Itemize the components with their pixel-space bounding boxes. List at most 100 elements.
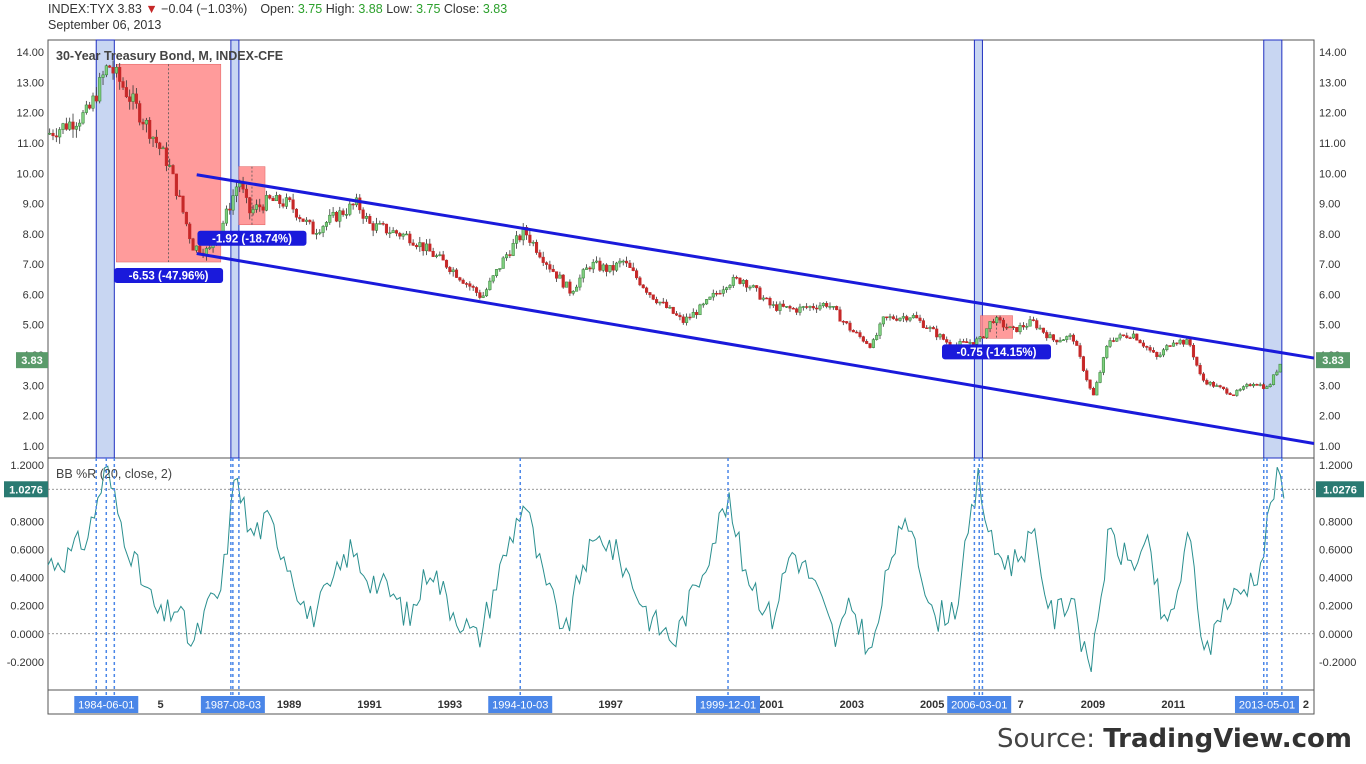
candle-body xyxy=(188,223,192,240)
candle-body xyxy=(281,203,285,207)
candle-body xyxy=(1251,383,1256,387)
candle-body xyxy=(468,283,472,287)
candle-body xyxy=(758,287,762,300)
indicator-tag-left-text: 1.0276 xyxy=(9,484,43,496)
candle-body xyxy=(628,262,632,268)
candle-body xyxy=(585,267,589,270)
candle-body xyxy=(788,306,792,309)
price-tick-left: 11.00 xyxy=(17,138,44,150)
candle-body xyxy=(64,123,68,130)
candle-body xyxy=(915,315,919,319)
candle-body xyxy=(1055,339,1059,343)
indicator-tick-right: 0.4000 xyxy=(1319,573,1353,585)
time-axis-label-fragment: 7 xyxy=(1018,699,1024,711)
candle-body xyxy=(78,122,82,127)
measure-label-2: -0.75 (-14.15%) xyxy=(957,347,1037,359)
candle-body xyxy=(438,254,442,256)
candle-body xyxy=(715,292,719,295)
candle-body xyxy=(401,233,405,237)
indicator-line xyxy=(47,465,1285,673)
time-axis-label: 1993 xyxy=(438,699,462,711)
date-marker-label-0: 1984-06-01 xyxy=(78,700,134,712)
candle-body xyxy=(645,287,649,293)
down-arrow-icon: ▼ xyxy=(145,2,158,16)
candle-body xyxy=(54,135,58,138)
candle-body xyxy=(695,312,699,316)
candle-body xyxy=(938,334,942,338)
candle-body xyxy=(1035,320,1039,329)
candle-body xyxy=(528,234,532,243)
plot-frame xyxy=(47,39,1315,715)
candle-body xyxy=(141,121,145,125)
time-axis-label: 2009 xyxy=(1081,699,1105,711)
candle-body xyxy=(534,241,539,253)
indicator-tick-right: 0.8000 xyxy=(1319,516,1353,528)
candle-body xyxy=(1145,345,1149,348)
price-pane-title: 30-Year Treasury Bond, M, INDEX-CFE xyxy=(56,49,283,63)
candle-body xyxy=(681,316,685,323)
candle-body xyxy=(1135,333,1139,341)
candle-body xyxy=(861,336,865,342)
price-tick-right: 10.00 xyxy=(1319,168,1347,180)
candle-body xyxy=(601,264,605,271)
candle-body xyxy=(94,95,98,102)
candle-body xyxy=(248,197,252,214)
candle-body xyxy=(461,279,465,284)
candle-body xyxy=(434,255,439,257)
highlight-band-2 xyxy=(973,39,983,459)
candle-body xyxy=(871,339,875,348)
candle-body xyxy=(1151,350,1156,353)
candle-body xyxy=(878,323,882,336)
source-brand: TradingView.com xyxy=(1103,724,1352,754)
candle-body xyxy=(735,277,739,279)
candle-body xyxy=(781,303,785,307)
candle-body xyxy=(508,254,512,256)
candle-body xyxy=(1138,339,1142,344)
price-tick-left: 12.00 xyxy=(16,108,44,120)
candle-body xyxy=(1275,371,1279,376)
candle-body xyxy=(785,306,789,308)
candle-body xyxy=(1008,326,1012,329)
time-axis-label-fragment: 2 xyxy=(1303,699,1309,711)
candle-body xyxy=(1168,345,1172,347)
price-tick-right: 6.00 xyxy=(1319,289,1340,301)
candle-body xyxy=(458,277,462,281)
candle-body xyxy=(471,286,475,288)
candle-body xyxy=(1131,333,1136,339)
indicator-tick-left: 0.0000 xyxy=(10,629,44,641)
candle-body xyxy=(921,320,925,328)
candle-body xyxy=(258,204,262,208)
candle-body xyxy=(81,112,85,124)
candle-body xyxy=(1265,386,1269,389)
candle-body xyxy=(1201,373,1206,381)
candle-body xyxy=(985,328,989,338)
candle-body xyxy=(701,303,705,306)
candle-body xyxy=(911,315,915,319)
candle-body xyxy=(1098,372,1102,383)
candle-body xyxy=(1218,385,1222,388)
candle-body xyxy=(658,301,662,304)
date-marker-tag-0 xyxy=(74,696,139,713)
candle-body xyxy=(321,226,325,233)
candle-body xyxy=(1175,342,1179,345)
candle-body xyxy=(895,318,899,321)
candle-body xyxy=(1121,334,1125,337)
candle-body xyxy=(91,95,95,109)
candle-body xyxy=(718,292,722,295)
candle-body xyxy=(288,197,292,201)
candle-body xyxy=(941,334,945,340)
candle-body xyxy=(1195,356,1199,366)
candle-body xyxy=(598,260,602,271)
candle-body xyxy=(324,222,328,227)
candle-body xyxy=(381,223,385,225)
price-tick-right: 13.00 xyxy=(1319,77,1347,89)
price-tick-left: 9.00 xyxy=(23,199,44,211)
candle-body xyxy=(1018,325,1022,333)
candle-body xyxy=(198,245,202,254)
candle-body xyxy=(1235,390,1239,396)
candle-body xyxy=(394,230,399,234)
candle-body xyxy=(1171,342,1176,347)
candle-body xyxy=(1041,327,1045,333)
time-axis-label: 2001 xyxy=(759,699,783,711)
